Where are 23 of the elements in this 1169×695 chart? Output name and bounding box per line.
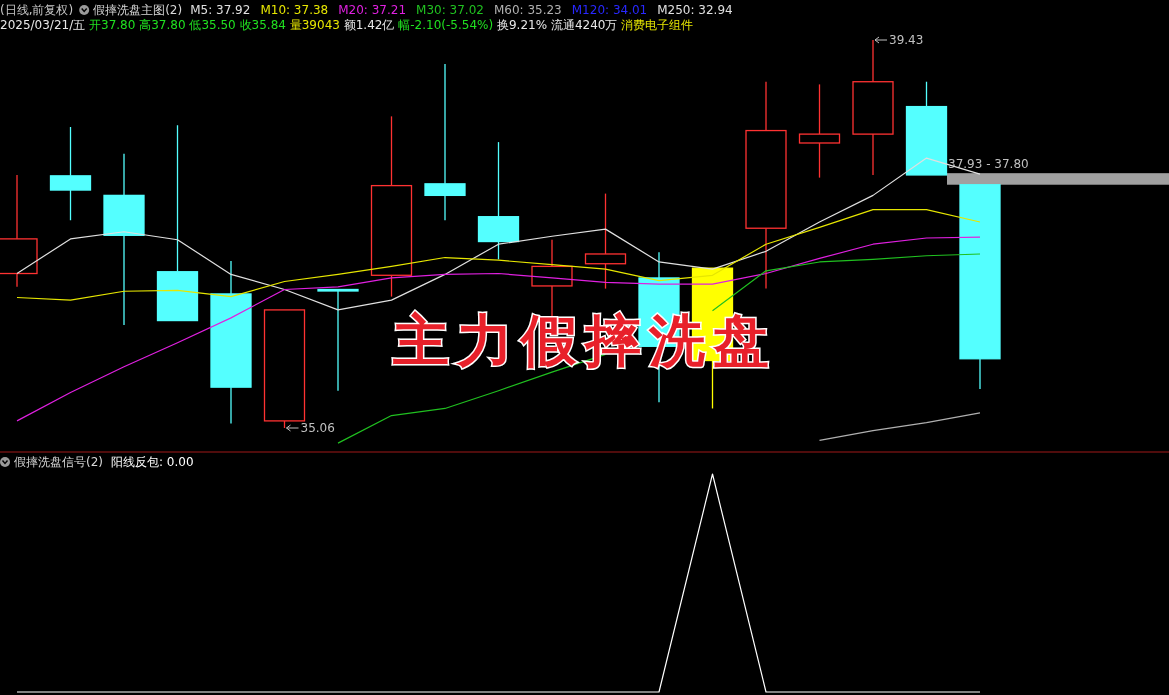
chart-title: 假摔洗盘主图(2) (93, 3, 183, 17)
text: M10: 37.38 (260, 3, 329, 17)
text: 阳线反包: 0.00 (111, 455, 194, 469)
text: M20: 37.21 (338, 3, 407, 17)
annotation: 35.06 (300, 421, 335, 435)
text: M60: 35.23 (493, 3, 562, 17)
candlestick (745, 81, 787, 290)
legend-label: M250: 32.94 (657, 3, 733, 17)
candlestick (210, 260, 252, 425)
chart-title: 假摔洗盘信号(2) (14, 455, 103, 469)
text: M30: 37.02 (416, 3, 484, 17)
candlestick (424, 63, 466, 221)
candlestick (49, 126, 92, 221)
annotation: 39.43 (889, 33, 924, 47)
text: 2025/03/21/五 开37.80 高37.80 低35.50 收35.84 量39043 额1.42亿 幅-2.10(-5.54%) 换9.21% 流通4240万 消费电子组件 (0, 18, 694, 32)
candlestick (103, 153, 145, 326)
chart-subtitle: (日线,前复权) (0, 3, 74, 17)
candlestick (798, 83, 841, 179)
text: M5: 37.92 (190, 3, 251, 17)
candlestick (370, 115, 413, 298)
legend-label: M120: 34.01 (571, 3, 648, 17)
band-label: 37.93 - 37.80 (948, 157, 1029, 172)
candlestick (584, 192, 627, 290)
